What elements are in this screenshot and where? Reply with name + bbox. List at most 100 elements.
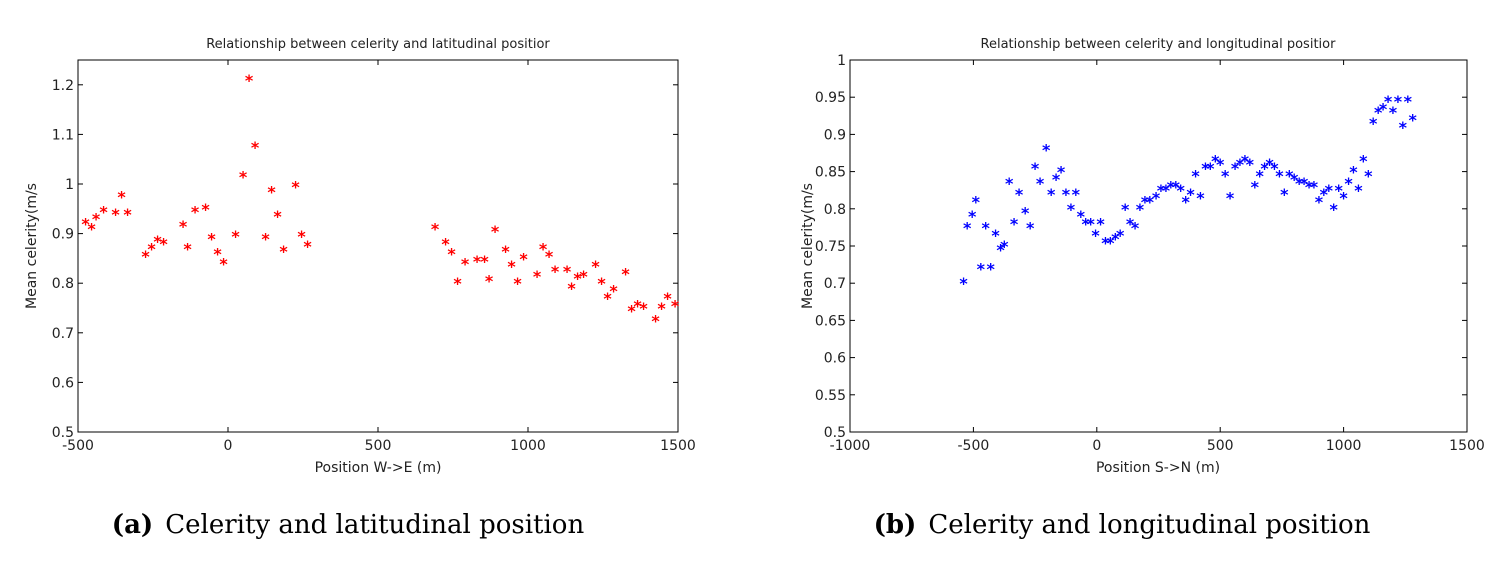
data-point: * bbox=[291, 177, 300, 196]
data-point: * bbox=[480, 252, 489, 271]
data-point: * bbox=[1384, 92, 1393, 111]
data-point: * bbox=[1305, 177, 1314, 196]
data-point: * bbox=[539, 239, 548, 258]
y-tick-label: 0.7 bbox=[824, 276, 846, 292]
data-point: * bbox=[1399, 118, 1408, 137]
data-point: * bbox=[507, 257, 516, 276]
data-point: * bbox=[441, 235, 450, 254]
data-point: * bbox=[87, 220, 96, 239]
chart-a-axes bbox=[77, 59, 679, 433]
data-point: * bbox=[1015, 185, 1024, 204]
data-point: * bbox=[303, 237, 312, 256]
data-point: * bbox=[1334, 181, 1343, 200]
data-point: * bbox=[191, 202, 200, 221]
chart-a-caption-label: (a) bbox=[112, 510, 153, 540]
data-point: * bbox=[1010, 215, 1019, 234]
data-point: * bbox=[1409, 111, 1418, 130]
data-point: * bbox=[99, 202, 108, 221]
data-point: * bbox=[1349, 163, 1358, 182]
data-point: * bbox=[1394, 92, 1403, 111]
data-point: * bbox=[1091, 226, 1100, 245]
data-point: * bbox=[1364, 166, 1373, 185]
y-tick-label: 0.9 bbox=[52, 227, 74, 243]
data-point: * bbox=[968, 207, 977, 226]
data-point: * bbox=[639, 299, 648, 318]
y-tick-label: 0.5 bbox=[52, 425, 74, 441]
data-point: * bbox=[545, 247, 554, 266]
data-point: * bbox=[1126, 215, 1135, 234]
y-tick-label: 1.2 bbox=[52, 78, 74, 94]
data-point: * bbox=[1121, 200, 1130, 219]
data-point: * bbox=[986, 259, 995, 278]
data-point: * bbox=[621, 264, 630, 283]
data-point: * bbox=[153, 232, 162, 251]
data-point: * bbox=[1389, 103, 1398, 122]
data-point: * bbox=[1031, 159, 1040, 178]
data-point: * bbox=[1354, 181, 1363, 200]
chart-a-xlabel: Position W->E (m) bbox=[315, 460, 442, 476]
data-point: * bbox=[147, 239, 156, 258]
y-tick-label: 0.7 bbox=[52, 326, 74, 342]
data-point: * bbox=[1226, 189, 1235, 208]
data-point: * bbox=[1082, 215, 1091, 234]
data-point: * bbox=[431, 220, 440, 239]
data-point: * bbox=[1052, 170, 1061, 189]
data-point: * bbox=[297, 227, 306, 246]
data-point: * bbox=[1152, 189, 1161, 208]
y-tick-label: 1.1 bbox=[52, 127, 74, 143]
data-point: * bbox=[1000, 237, 1009, 256]
data-point: * bbox=[671, 297, 680, 316]
data-point: * bbox=[219, 254, 228, 273]
data-point: * bbox=[1116, 226, 1125, 245]
chart-b-caption-label: (b) bbox=[874, 510, 917, 540]
data-point: * bbox=[183, 239, 192, 258]
data-point: * bbox=[1036, 174, 1045, 193]
data-point: * bbox=[1231, 159, 1240, 178]
data-point: * bbox=[1339, 189, 1348, 208]
data-point: * bbox=[1404, 92, 1413, 111]
data-point: * bbox=[972, 192, 981, 211]
chart-b-ticks: -1000 -500 0 500 1000 1500 0.5 0.55 0.6 0.65 0.7 0.… bbox=[815, 53, 1485, 454]
data-point: * bbox=[597, 274, 606, 293]
data-point: * bbox=[213, 244, 222, 263]
data-point: * bbox=[1067, 200, 1076, 219]
data-point: * bbox=[473, 252, 482, 271]
data-point: * bbox=[1236, 155, 1245, 174]
data-point: * bbox=[1172, 177, 1181, 196]
data-point: * bbox=[1206, 159, 1215, 178]
data-point: * bbox=[603, 289, 612, 308]
data-point: * bbox=[111, 205, 120, 224]
data-point: * bbox=[1181, 192, 1190, 211]
data-point: * bbox=[1072, 185, 1081, 204]
chart-b-caption: (b) Celerity and longitudinal position bbox=[874, 510, 1371, 540]
y-tick-label: 0.85 bbox=[815, 165, 846, 181]
chart-b-axes bbox=[849, 59, 1468, 433]
chart-b-xlabel: Position S->N (m) bbox=[1096, 460, 1220, 476]
data-point: * bbox=[201, 200, 210, 219]
x-tick-label: -500 bbox=[62, 438, 94, 454]
data-point: * bbox=[117, 187, 126, 206]
chart-a-caption: (a) Celerity and latitudinal position bbox=[112, 510, 585, 540]
data-point: * bbox=[1260, 159, 1269, 178]
data-point: * bbox=[1211, 151, 1220, 170]
x-tick-label: 1500 bbox=[1449, 438, 1485, 454]
data-point: * bbox=[977, 259, 986, 278]
data-point: * bbox=[567, 279, 576, 298]
x-tick-label: 500 bbox=[1207, 438, 1234, 454]
data-point: * bbox=[1141, 192, 1150, 211]
chart-b-points: ****************************************… bbox=[959, 92, 1417, 293]
data-point: * bbox=[657, 299, 666, 318]
y-tick-label: 0.8 bbox=[824, 202, 846, 218]
data-point: * bbox=[179, 217, 188, 236]
data-point: * bbox=[1241, 151, 1250, 170]
data-point: * bbox=[663, 289, 672, 308]
data-point: * bbox=[485, 272, 494, 291]
data-point: * bbox=[579, 267, 588, 286]
chart-a-ticks: -500 0 500 1000 1500 0.5 0.6 0.7 0.8 0.9 1 1.1 1.2 bbox=[52, 60, 696, 454]
chart-a-title: Relationship between celerity and latitu… bbox=[206, 37, 550, 52]
data-point: * bbox=[1320, 185, 1329, 204]
chart-b: Relationship between celerity and longit… bbox=[800, 37, 1485, 540]
y-tick-label: 0.75 bbox=[815, 239, 846, 255]
data-point: * bbox=[609, 282, 618, 301]
data-point: * bbox=[991, 226, 1000, 245]
